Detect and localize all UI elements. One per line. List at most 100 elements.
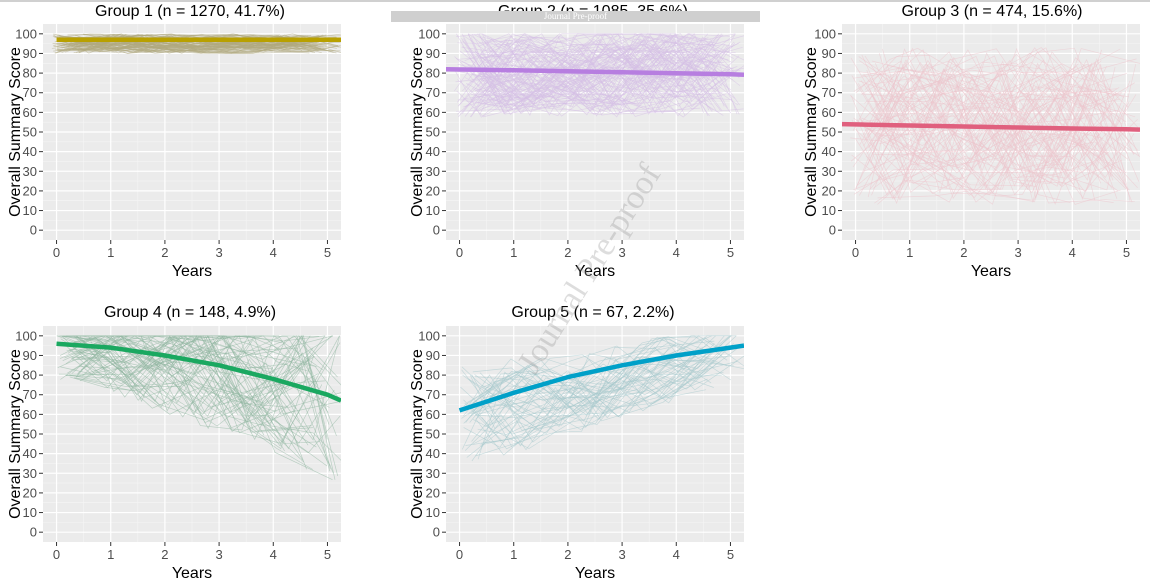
- trajectory-line: [861, 54, 1122, 184]
- trajectory-line: [474, 53, 690, 100]
- trajectory-line: [880, 86, 1116, 186]
- trajectory-line: [82, 35, 324, 52]
- trajectory-line: [481, 348, 707, 450]
- x-tick-label: 0: [53, 547, 60, 562]
- y-tick-label: 80: [23, 66, 37, 81]
- y-tick-label: 20: [822, 183, 836, 198]
- trajectory-line: [476, 337, 699, 419]
- trajectory-line: [871, 60, 1129, 196]
- trajectory-line: [474, 335, 737, 394]
- panel-3: 0 10 20 30 40 50 60 70 80 90 100 0 1 2 3 4 5 Years Overall…: [803, 3, 1140, 280]
- trajectory-line: [457, 59, 655, 115]
- trajectory-line: [881, 59, 1127, 189]
- trajectory-line: [486, 343, 744, 416]
- y-tick-label: 70: [426, 387, 440, 402]
- trajectory-line: [863, 47, 1102, 184]
- trajectory-line: [466, 336, 691, 416]
- trajectory-line: [859, 61, 1132, 199]
- x-tick-label: 1: [107, 245, 114, 260]
- y-axis-label: Overall Summary Score: [803, 47, 820, 217]
- trajectory-line: [855, 67, 1073, 203]
- trajectory-line: [864, 55, 1107, 186]
- trajectory-line: [468, 33, 730, 116]
- chart-title: Group 5 (n = 67, 2.2%): [511, 304, 674, 321]
- y-tick-label: 80: [822, 66, 836, 81]
- trajectory-line: [461, 34, 732, 74]
- x-tick-label: 0: [456, 245, 463, 260]
- y-tick-label: 70: [23, 85, 37, 100]
- trajectory-line: [462, 33, 724, 108]
- trajectory-line: [57, 335, 324, 431]
- trajectory-line: [850, 68, 1112, 205]
- y-tick-label: 80: [23, 368, 37, 383]
- panel-5: 0 10 20 30 40 50 60 70 80 90 100 0 1 2 3 4 5 Years Overall…: [409, 304, 744, 580]
- x-tick-label: 1: [510, 547, 517, 562]
- y-tick-label: 40: [822, 144, 836, 159]
- trajectory-line: [65, 335, 301, 426]
- chart-title: Group 4 (n = 148, 4.9%): [104, 304, 276, 321]
- trajectory-line: [867, 83, 1073, 191]
- trajectory-line: [867, 62, 1138, 188]
- trajectory-line: [867, 92, 1127, 201]
- trajectory-line: [858, 60, 1130, 191]
- trajectory-line: [881, 47, 1126, 173]
- trajectory-line: [464, 39, 741, 118]
- trajectory-line: [457, 34, 733, 108]
- trajectory-line: [871, 62, 1107, 154]
- trajectory-line: [854, 47, 1135, 204]
- trajectory-line: [480, 35, 710, 111]
- trajectory-line: [878, 87, 1101, 193]
- trajectory-line: [471, 360, 744, 462]
- y-tick-label: 30: [23, 466, 37, 481]
- trajectory-line: [463, 358, 724, 417]
- y-tick-label: 0: [433, 223, 440, 238]
- trajectory-line: [879, 52, 1117, 161]
- trajectory-line: [457, 33, 711, 99]
- trajectory-line: [471, 43, 720, 116]
- y-tick-label: 0: [30, 223, 37, 238]
- trajectory-line: [60, 366, 285, 452]
- trajectory-line: [851, 106, 1104, 193]
- trajectory-line: [872, 95, 1064, 203]
- trajectory-line: [853, 69, 1127, 184]
- trajectory-line: [870, 62, 1134, 190]
- trajectory-line: [462, 39, 709, 116]
- y-tick-label: 10: [23, 505, 37, 520]
- y-tick-label: 50: [426, 125, 440, 140]
- x-tick-label: 5: [324, 245, 331, 260]
- x-tick-label: 4: [1069, 245, 1076, 260]
- trajectory-line: [481, 36, 712, 104]
- trajectory-line: [480, 51, 729, 105]
- trajectory-line: [471, 342, 728, 442]
- trajectory-line: [481, 348, 701, 410]
- panel-4: 0 10 20 30 40 50 60 70 80 90 100 0 1 2 3 4 5 Years Overall…: [7, 304, 341, 580]
- trajectory-line: [69, 335, 312, 432]
- x-tick-label: 2: [960, 245, 967, 260]
- trajectory-line: [881, 48, 1096, 201]
- x-tick-label: 5: [727, 245, 734, 260]
- y-tick-label: 40: [426, 144, 440, 159]
- x-tick-label: 2: [161, 245, 168, 260]
- y-tick-label: 20: [23, 485, 37, 500]
- x-tick-label: 2: [161, 547, 168, 562]
- trajectory-line: [76, 335, 334, 380]
- x-tick-label: 1: [107, 547, 114, 562]
- trajectory-line: [56, 335, 312, 424]
- y-tick-label: 40: [23, 144, 37, 159]
- y-tick-label: 80: [426, 66, 440, 81]
- trajectory-line: [461, 46, 736, 79]
- y-tick-label: 100: [418, 328, 440, 343]
- x-tick-label: 4: [673, 245, 680, 260]
- trajectory-line: [456, 38, 626, 112]
- trajectory-line: [469, 335, 725, 423]
- trajectory-line: [852, 58, 1137, 194]
- x-tick-label: 3: [1014, 245, 1021, 260]
- x-tick-label: 5: [324, 547, 331, 562]
- trajectory-line: [485, 38, 654, 104]
- trajectory-line: [859, 58, 1089, 181]
- individual-trajectories: [56, 334, 341, 481]
- y-tick-label: 20: [23, 183, 37, 198]
- y-tick-label: 0: [829, 223, 836, 238]
- trajectory-line: [478, 34, 723, 112]
- y-tick-label: 50: [23, 427, 37, 442]
